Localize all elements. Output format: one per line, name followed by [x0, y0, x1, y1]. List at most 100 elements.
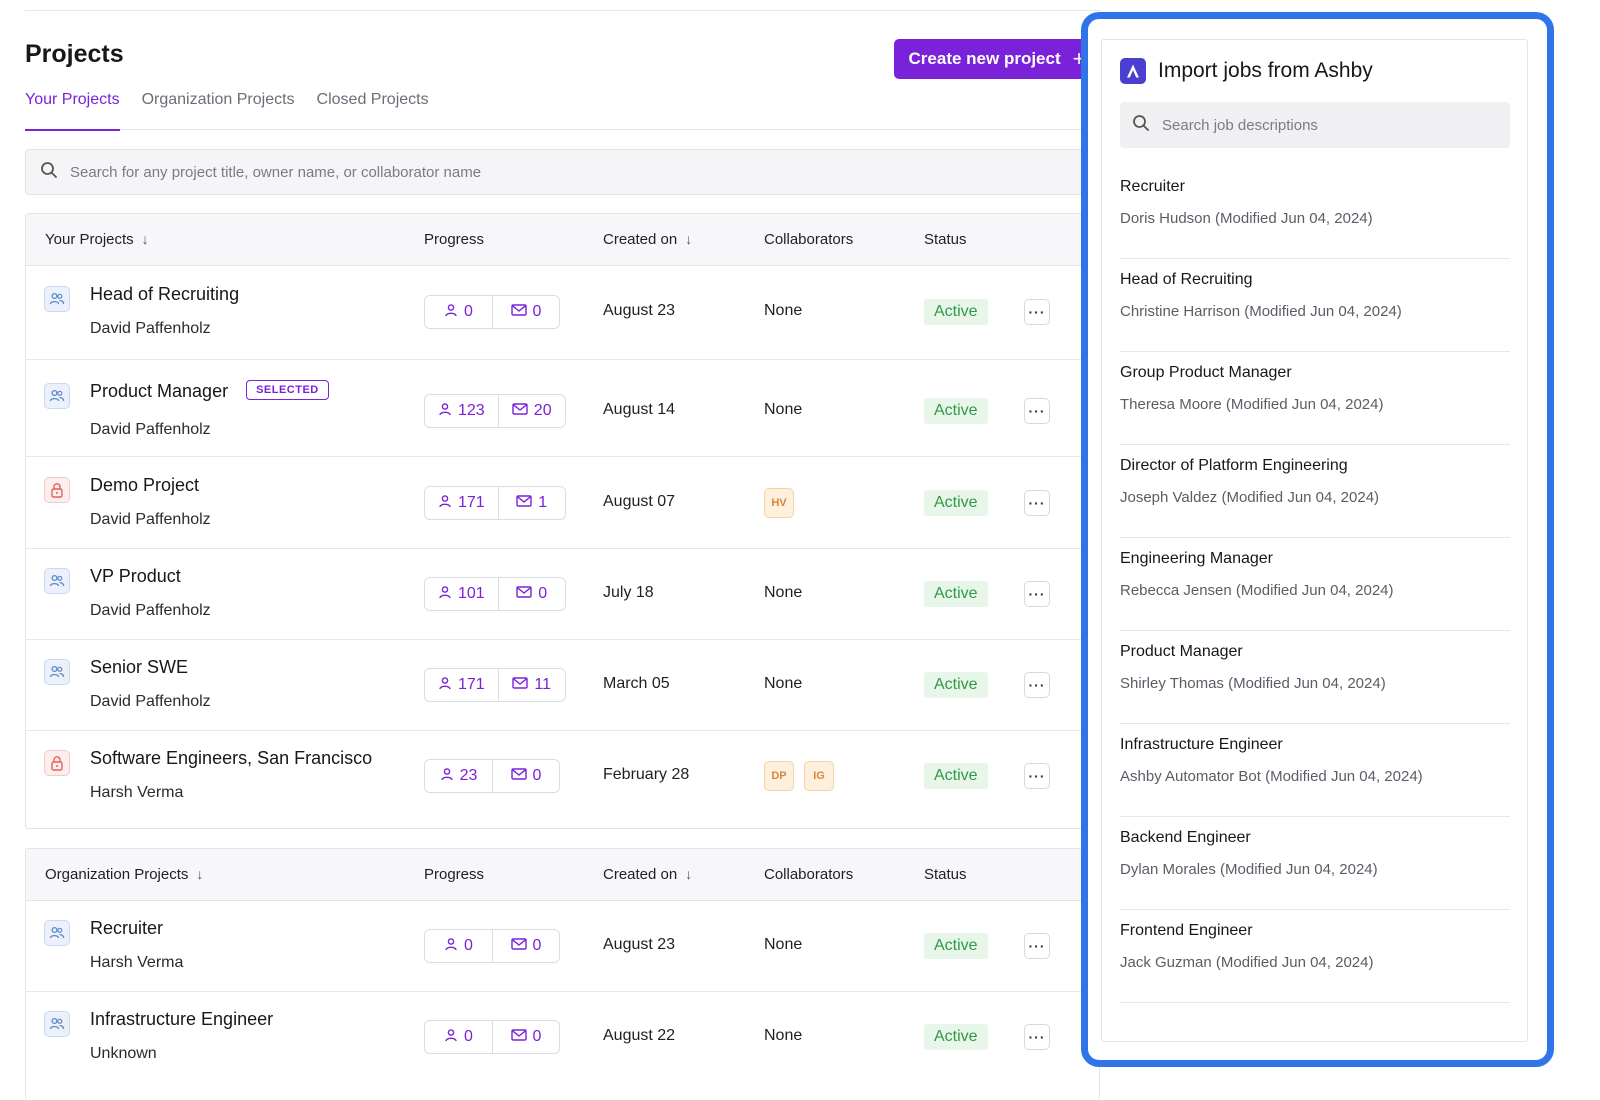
- table-row[interactable]: Demo Project David Paffenholz 171 1 Augu…: [26, 457, 1099, 549]
- collaborators: DP IG: [764, 761, 834, 791]
- messages-count[interactable]: 20: [499, 395, 565, 427]
- more-options-button[interactable]: ···: [1024, 490, 1050, 516]
- job-meta: Joseph Valdez (Modified Jun 04, 2024): [1120, 489, 1380, 506]
- collaborators: None: [764, 1027, 802, 1045]
- messages-value: 0: [538, 585, 548, 602]
- collaborators-value: None: [764, 1027, 803, 1044]
- table-row[interactable]: Head of Recruiting David Paffenholz 0 0 …: [26, 266, 1099, 360]
- project-tabs: Your Projects Organization Projects Clos…: [25, 90, 1100, 131]
- messages-value: 20: [533, 402, 552, 419]
- table-row[interactable]: VP Product David Paffenholz 101 0 July 1…: [26, 549, 1099, 640]
- more-options-button[interactable]: ···: [1024, 581, 1050, 607]
- job-list-item[interactable]: Infrastructure Engineer Ashby Automator …: [1120, 724, 1510, 817]
- created-date: August 07: [603, 493, 676, 510]
- collaborators: None: [764, 675, 802, 693]
- collaborators: None: [764, 302, 802, 320]
- candidates-count[interactable]: 0: [425, 930, 493, 962]
- project-owner: David Paffenholz: [90, 693, 211, 710]
- created-date: February 28: [603, 766, 690, 783]
- mail-icon: [516, 585, 532, 603]
- candidates-count[interactable]: 0: [425, 1021, 493, 1053]
- job-meta: Ashby Automator Bot (Modified Jun 04, 20…: [1120, 768, 1423, 785]
- more-options-button[interactable]: ···: [1024, 763, 1050, 789]
- top-divider: [25, 10, 1100, 11]
- job-list-item[interactable]: Frontend Engineer Jack Guzman (Modified …: [1120, 910, 1510, 1003]
- messages-count[interactable]: 0: [493, 930, 559, 962]
- job-meta: Christine Harrison (Modified Jun 04, 202…: [1120, 303, 1402, 320]
- table-row[interactable]: Senior SWE David Paffenholz 171 11 March…: [26, 640, 1099, 731]
- mail-icon: [510, 937, 527, 955]
- job-list: Recruiter Doris Hudson (Modified Jun 04,…: [1120, 166, 1510, 1003]
- table-row[interactable]: Product Manager SELECTED David Paffenholz…: [26, 360, 1099, 457]
- tab-closed-projects[interactable]: Closed Projects: [316, 91, 429, 108]
- created-date: August 23: [603, 936, 676, 953]
- messages-count[interactable]: 0: [493, 296, 559, 328]
- job-meta: Rebecca Jensen (Modified Jun 04, 2024): [1120, 582, 1394, 599]
- job-list-item[interactable]: Engineering Manager Rebecca Jensen (Modi…: [1120, 538, 1510, 631]
- job-list-item[interactable]: Product Manager Shirley Thomas (Modified…: [1120, 631, 1510, 724]
- project-search-input[interactable]: [70, 163, 970, 181]
- project-title[interactable]: Senior SWE: [90, 657, 188, 678]
- candidates-count[interactable]: 23: [425, 760, 493, 792]
- more-options-button[interactable]: ···: [1024, 1024, 1050, 1050]
- messages-count[interactable]: 11: [499, 669, 565, 701]
- collaborators: HV: [764, 488, 794, 518]
- job-list-item[interactable]: Head of Recruiting Christine Harrison (M…: [1120, 259, 1510, 352]
- candidates-count[interactable]: 101: [425, 578, 499, 610]
- tab-organization-projects[interactable]: Organization Projects: [141, 91, 295, 108]
- tab-your-projects[interactable]: Your Projects: [25, 90, 120, 131]
- ellipsis-icon: ···: [1028, 304, 1046, 320]
- project-title[interactable]: Software Engineers, San Francisco: [90, 748, 372, 769]
- project-title-text: Recruiter: [90, 918, 164, 938]
- messages-count[interactable]: 0: [493, 760, 559, 792]
- job-title: Backend Engineer: [1120, 829, 1251, 846]
- project-title[interactable]: VP Product: [90, 566, 181, 587]
- messages-count[interactable]: 1: [499, 487, 565, 519]
- job-title: Engineering Manager: [1120, 550, 1273, 567]
- project-title[interactable]: Recruiter: [90, 918, 163, 939]
- progress-widget: 0 0: [424, 929, 560, 963]
- messages-count[interactable]: 0: [499, 578, 565, 610]
- import-jobs-panel: Import jobs from Ashby Recruiter Doris H…: [1101, 39, 1528, 1042]
- job-search-input[interactable]: [1162, 116, 1482, 134]
- search-icon: [1132, 114, 1150, 137]
- more-options-button[interactable]: ···: [1024, 672, 1050, 698]
- candidates-count[interactable]: 123: [425, 395, 499, 427]
- column-label: Created on: [603, 231, 678, 248]
- job-list-item[interactable]: Recruiter Doris Hudson (Modified Jun 04,…: [1120, 166, 1510, 259]
- project-title-text: Software Engineers, San Francisco: [90, 748, 373, 768]
- job-list-item[interactable]: Group Product Manager Theresa Moore (Mod…: [1120, 352, 1510, 445]
- create-new-project-button[interactable]: Create new project +: [894, 39, 1100, 79]
- collaborator-avatar[interactable]: HV: [764, 488, 794, 518]
- column-header-created[interactable]: Created on ↓: [603, 231, 692, 248]
- column-header-created[interactable]: Created on ↓: [603, 866, 692, 883]
- table-row[interactable]: Infrastructure Engineer Unknown 0 0 Augu…: [26, 992, 1099, 1083]
- project-title[interactable]: Demo Project: [90, 475, 199, 496]
- collaborators: None: [764, 401, 802, 419]
- project-title-text: Infrastructure Engineer: [90, 1009, 274, 1029]
- people-icon: [44, 920, 70, 946]
- job-title: Product Manager: [1120, 643, 1243, 660]
- candidates-count[interactable]: 0: [425, 296, 493, 328]
- column-header-name[interactable]: Organization Projects ↓: [45, 866, 203, 883]
- column-header-name[interactable]: Your Projects ↓: [45, 231, 149, 248]
- candidates-count[interactable]: 171: [425, 669, 499, 701]
- arrow-down-icon: ↓: [685, 231, 693, 247]
- collaborator-avatar[interactable]: DP: [764, 761, 794, 791]
- project-title[interactable]: Product Manager SELECTED: [90, 380, 329, 402]
- collaborators-value: None: [764, 401, 803, 418]
- candidates-count[interactable]: 171: [425, 487, 499, 519]
- project-title[interactable]: Infrastructure Engineer: [90, 1009, 273, 1030]
- project-title[interactable]: Head of Recruiting: [90, 284, 239, 305]
- status-badge: Active: [924, 672, 988, 698]
- more-options-button[interactable]: ···: [1024, 299, 1050, 325]
- table-row[interactable]: Software Engineers, San Francisco Harsh …: [26, 731, 1099, 821]
- job-list-item[interactable]: Director of Platform Engineering Joseph …: [1120, 445, 1510, 538]
- messages-count[interactable]: 0: [493, 1021, 559, 1053]
- more-options-button[interactable]: ···: [1024, 398, 1050, 424]
- project-title-text: Product Manager: [90, 381, 229, 401]
- more-options-button[interactable]: ···: [1024, 933, 1050, 959]
- table-row[interactable]: Recruiter Harsh Verma 0 0 August 23 None…: [26, 901, 1099, 992]
- job-list-item[interactable]: Backend Engineer Dylan Morales (Modified…: [1120, 817, 1510, 910]
- collaborator-avatar[interactable]: IG: [804, 761, 834, 791]
